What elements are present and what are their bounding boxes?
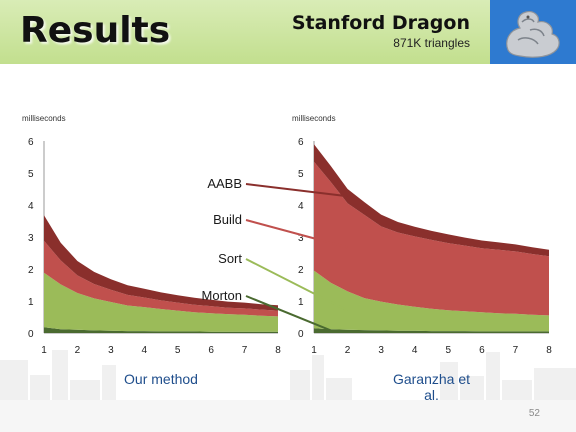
area-series-build xyxy=(44,240,278,317)
x-tick-label: 3 xyxy=(378,345,384,356)
x-tick-label: 1 xyxy=(41,345,47,356)
slide-number: 52 xyxy=(528,408,540,419)
x-tick-label: 5 xyxy=(446,345,452,356)
area-series-sort xyxy=(44,272,278,332)
subject-block: Stanford Dragon 871K triangles xyxy=(292,12,470,50)
area-series-build xyxy=(314,161,549,316)
x-tick-label: 4 xyxy=(142,345,148,356)
y-tick-label: 1 xyxy=(298,297,304,308)
y-axis-unit-label: milliseconds xyxy=(292,114,336,123)
legend-leader-aabb xyxy=(245,183,348,198)
subject-title: Stanford Dragon xyxy=(291,12,470,34)
city-skyline-background xyxy=(0,350,576,432)
x-tick-label: 8 xyxy=(275,345,281,356)
method-label-garanzha: Garanzha et al. xyxy=(392,371,471,403)
x-tick-label: 4 xyxy=(412,345,418,356)
subject-subtitle: 871K triangles xyxy=(393,36,470,50)
slide-title: Results xyxy=(20,10,171,51)
dragon-statue-icon xyxy=(490,0,576,64)
legend-leader-morton xyxy=(245,295,332,332)
x-tick-label: 8 xyxy=(546,345,552,356)
area-series-morton xyxy=(314,328,549,333)
y-tick-label: 5 xyxy=(298,169,304,180)
y-tick-label: 6 xyxy=(28,137,34,148)
area-series-aabb xyxy=(44,215,278,311)
x-tick-label: 5 xyxy=(175,345,181,356)
x-tick-label: 3 xyxy=(108,345,114,356)
x-tick-label: 7 xyxy=(242,345,248,356)
x-tick-label: 1 xyxy=(311,345,317,356)
legend-label-aabb: AABB xyxy=(207,176,242,191)
y-tick-label: 3 xyxy=(28,233,34,244)
area-series-aabb xyxy=(314,144,549,257)
x-tick-label: 2 xyxy=(75,345,81,356)
method-label-ours: Our method xyxy=(124,371,198,387)
legend-label-sort: Sort xyxy=(218,251,242,266)
y-tick-label: 2 xyxy=(28,265,34,276)
y-tick-label: 6 xyxy=(298,137,304,148)
legend-label-morton: Morton xyxy=(202,288,242,303)
x-tick-label: 7 xyxy=(513,345,519,356)
x-tick-label: 6 xyxy=(479,345,485,356)
x-tick-label: 2 xyxy=(345,345,351,356)
legend-leader-build xyxy=(245,219,348,249)
y-tick-label: 0 xyxy=(298,329,304,340)
area-series-sort xyxy=(314,270,549,332)
slide-header: Results Stanford Dragon 871K triangles xyxy=(0,0,576,64)
y-tick-label: 4 xyxy=(298,201,304,212)
area-series-morton xyxy=(44,327,278,333)
y-tick-label: 1 xyxy=(28,297,34,308)
y-tick-label: 2 xyxy=(298,265,304,276)
legend-leader-sort xyxy=(245,258,349,312)
x-tick-label: 6 xyxy=(208,345,214,356)
y-axis-unit-label: milliseconds xyxy=(22,114,66,123)
y-tick-label: 0 xyxy=(28,329,34,340)
y-tick-label: 3 xyxy=(298,233,304,244)
y-tick-label: 4 xyxy=(28,201,34,212)
y-tick-label: 5 xyxy=(28,169,34,180)
legend-label-build: Build xyxy=(213,212,242,227)
